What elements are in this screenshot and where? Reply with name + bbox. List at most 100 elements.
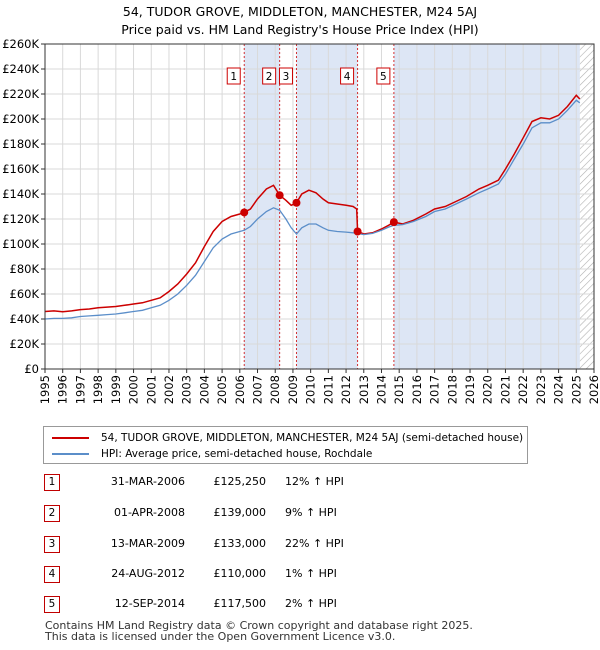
x-tick-label: 1997 [73,375,87,404]
sale-point [353,227,362,236]
transaction-date: 01-APR-2008 [113,506,185,519]
transaction-marker: 2 [44,505,60,522]
footer-line-1: Contains HM Land Registry data © Crown c… [45,619,473,632]
sale-marker-label: 4 [344,71,351,83]
x-tick-label: 2011 [321,375,335,404]
transaction-hpi: 2% ↑ HPI [285,597,337,610]
transaction-price: £125,250 [213,475,267,488]
legend-label-hpi: HPI: Average price, semi-detached house,… [101,447,373,460]
chart-title: 54, TUDOR GROVE, MIDDLETON, MANCHESTER, … [0,3,600,39]
footer: Contains HM Land Registry data © Crown c… [45,620,473,642]
x-tick-label: 2016 [410,375,424,404]
transaction-hpi: 1% ↑ HPI [285,567,337,580]
x-tick-label: 2024 [552,375,566,404]
property-price-line [44,94,581,313]
x-tick-label: 2001 [144,375,158,404]
x-tick-label: 2006 [233,375,247,404]
transaction-row: 1 31-MAR-2006 £125,250 12% ↑ HPI [0,474,600,492]
transaction-price: £133,000 [213,537,267,550]
transaction-date: 24-AUG-2012 [111,567,185,580]
transaction-hpi: 22% ↑ HPI [285,537,344,550]
legend-item-hpi: HPI: Average price, semi-detached house,… [52,446,372,461]
title-line-1: 54, TUDOR GROVE, MIDDLETON, MANCHESTER, … [122,4,478,19]
transaction-row: 2 01-APR-2008 £139,000 9% ↑ HPI [0,505,600,523]
y-tick-label: £40K [10,312,40,326]
legend-swatch-hpi [52,452,89,455]
sale-marker-label: 2 [266,71,273,83]
sale-marker-label: 5 [380,71,387,83]
transaction-date: 13-MAR-2009 [110,537,185,550]
x-tick-label: 1998 [91,375,105,404]
x-tick-label: 2026 [587,375,600,404]
y-tick-label: £220K [2,87,39,101]
x-tick-label: 2003 [180,375,194,404]
transaction-hpi: 12% ↑ HPI [285,475,344,488]
x-tick-label: 2008 [268,375,282,404]
x-tick-label: 2004 [197,375,211,404]
sale-marker-label: 3 [283,71,290,83]
sale-marker-box [278,67,293,85]
sale-marker-box [262,67,277,85]
transaction-price: £139,000 [213,506,267,519]
x-tick-label: 2009 [286,375,300,404]
legend-label-property: 54, TUDOR GROVE, MIDDLETON, MANCHESTER, … [101,431,524,444]
x-tick-label: 2015 [392,375,406,404]
x-tick-label: 2020 [481,375,495,404]
transaction-price: £110,000 [213,567,267,580]
hpi-line [44,99,581,320]
transaction-row: 5 12-SEP-2014 £117,500 2% ↑ HPI [0,596,600,614]
x-tick-label: 2021 [498,375,512,404]
price-chart: 1 2 3 4 5£0£20K£40K£60K£80K£100K£120K£140K£1… [2,37,600,404]
x-tick-label: 2002 [162,375,176,404]
sale-marker-label: 1 [230,71,237,83]
y-tick-label: £180K [2,137,39,151]
ownership-shading [244,44,280,369]
y-tick-label: £140K [2,187,39,201]
legend: 54, TUDOR GROVE, MIDDLETON, MANCHESTER, … [43,426,528,464]
y-tick-label: £260K [2,37,39,51]
x-tick-label: 1995 [38,375,52,404]
y-tick-label: £0 [24,362,39,376]
x-tick-label: 2014 [374,375,388,404]
plot-frame [44,43,595,370]
x-tick-label: 2007 [251,375,265,404]
y-tick-label: £60K [10,287,40,301]
transaction-date: 12-SEP-2014 [114,597,185,610]
transaction-price: £117,500 [213,597,267,610]
y-tick-label: £120K [2,212,39,226]
y-tick-label: £200K [2,112,39,126]
x-tick-label: 2018 [445,375,459,404]
sale-marker-box [226,67,241,85]
x-tick-label: 2022 [516,375,530,404]
transaction-date: 31-MAR-2006 [110,475,185,488]
y-tick-label: £100K [2,237,39,251]
transaction-hpi: 9% ↑ HPI [285,506,337,519]
transaction-row: 4 24-AUG-2012 £110,000 1% ↑ HPI [0,566,600,584]
legend-swatch-property [52,436,89,439]
x-tick-label: 2000 [127,375,141,404]
x-tick-label: 2013 [357,375,371,404]
x-tick-label: 2019 [463,375,477,404]
transaction-marker: 5 [44,596,60,613]
x-tick-label: 2012 [339,375,353,404]
sale-point [292,198,301,207]
sale-marker-box [376,67,391,85]
transaction-marker: 3 [44,536,60,553]
transaction-marker: 1 [44,474,60,491]
y-tick-label: £80K [10,262,40,276]
y-tick-label: £240K [2,62,39,76]
y-tick-label: £20K [10,337,40,351]
footer-line-2: This data is licensed under the Open Gov… [45,630,396,643]
sale-point [389,218,398,227]
sale-marker-box [340,67,355,85]
sale-point [275,191,284,200]
x-tick-label: 2025 [569,375,583,404]
x-tick-label: 1999 [109,375,123,404]
legend-item-property: 54, TUDOR GROVE, MIDDLETON, MANCHESTER, … [52,430,523,445]
x-tick-label: 2023 [534,375,548,404]
transaction-marker: 4 [44,566,60,583]
forecast-hatch [579,44,594,369]
transaction-row: 3 13-MAR-2009 £133,000 22% ↑ HPI [0,536,600,554]
sale-point [240,208,249,217]
x-tick-label: 2010 [304,375,318,404]
